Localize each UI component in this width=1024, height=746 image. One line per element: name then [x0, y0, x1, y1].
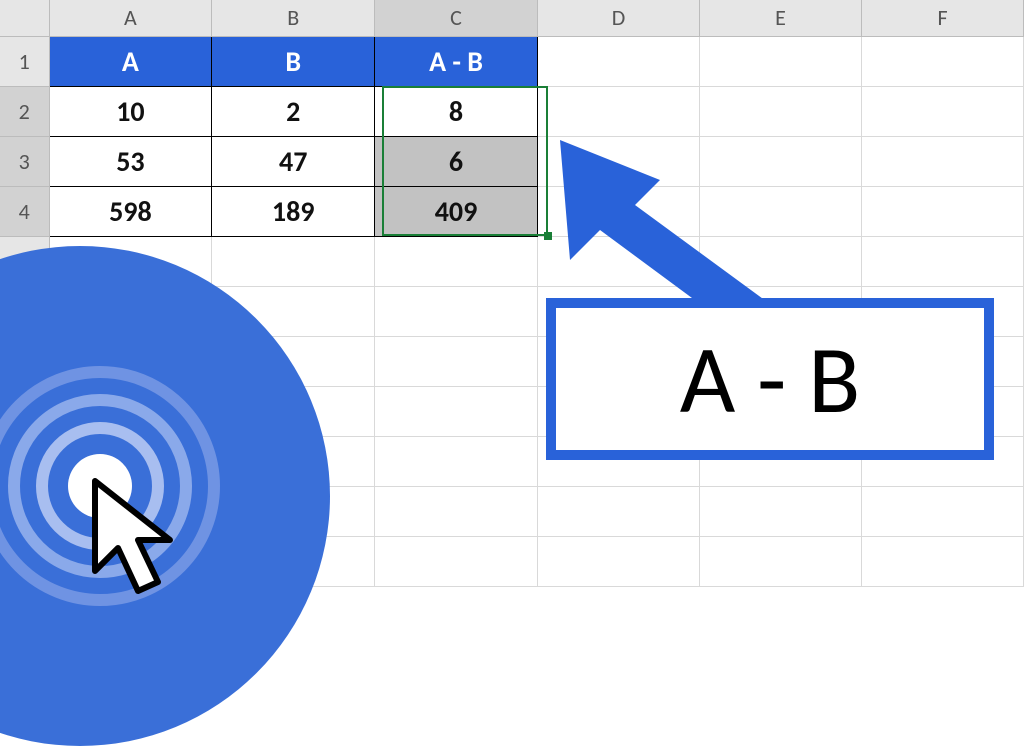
cell-C6[interactable]: [375, 286, 538, 336]
col-header-A[interactable]: A: [49, 0, 212, 36]
cell-B4[interactable]: 189: [212, 186, 375, 236]
cell-A1[interactable]: A: [49, 36, 212, 86]
row-4: 4 598 189 409: [0, 186, 1024, 236]
col-header-B[interactable]: B: [212, 0, 375, 36]
row-2: 2 10 2 8: [0, 86, 1024, 136]
cell-E1[interactable]: [700, 36, 862, 86]
callout-text: A - B: [680, 321, 861, 438]
cell-C7[interactable]: [375, 336, 538, 386]
row-1: 1 A B A - B: [0, 36, 1024, 86]
cell-C1[interactable]: A - B: [375, 36, 538, 86]
cell-F4[interactable]: [861, 186, 1023, 236]
cell-C9[interactable]: [375, 436, 538, 486]
cell-B1[interactable]: B: [212, 36, 375, 86]
column-header-row: A B C D E F: [0, 0, 1024, 36]
cell-E10[interactable]: [700, 486, 862, 536]
cell-F2[interactable]: [861, 86, 1023, 136]
callout-arrow-icon: [540, 120, 840, 320]
col-header-F[interactable]: F: [861, 0, 1023, 36]
col-header-E[interactable]: E: [700, 0, 862, 36]
cell-C11[interactable]: [375, 536, 538, 586]
cell-F1[interactable]: [861, 36, 1023, 86]
select-all-corner[interactable]: [0, 0, 49, 36]
cell-C2[interactable]: 8: [375, 86, 538, 136]
row-header-2[interactable]: 2: [0, 86, 49, 136]
row-3: 3 53 47 6: [0, 136, 1024, 186]
cell-B3[interactable]: 47: [212, 136, 375, 186]
row-header-4[interactable]: 4: [0, 186, 49, 236]
cell-C8[interactable]: [375, 386, 538, 436]
cell-E11[interactable]: [700, 536, 862, 586]
cell-A2[interactable]: 10: [49, 86, 212, 136]
cell-C4[interactable]: 409: [375, 186, 538, 236]
col-header-C[interactable]: C: [375, 0, 538, 36]
cell-C3[interactable]: 6: [375, 136, 538, 186]
col-header-D[interactable]: D: [537, 0, 699, 36]
cell-D1[interactable]: [537, 36, 699, 86]
cell-A4[interactable]: 598: [49, 186, 212, 236]
cell-C10[interactable]: [375, 486, 538, 536]
row-header-1[interactable]: 1: [0, 36, 49, 86]
callout-box: A - B: [546, 298, 994, 460]
cell-F5[interactable]: [861, 236, 1023, 286]
cell-D11[interactable]: [537, 536, 699, 586]
cell-B5[interactable]: [212, 236, 375, 286]
cell-B2[interactable]: 2: [212, 86, 375, 136]
cell-F10[interactable]: [861, 486, 1023, 536]
row-header-3[interactable]: 3: [0, 136, 49, 186]
logo-target-icon: [0, 366, 220, 606]
cell-C5[interactable]: [375, 236, 538, 286]
cell-A3[interactable]: 53: [49, 136, 212, 186]
cell-F3[interactable]: [861, 136, 1023, 186]
cursor-icon: [90, 476, 200, 606]
cell-F11[interactable]: [861, 536, 1023, 586]
cell-D10[interactable]: [537, 486, 699, 536]
